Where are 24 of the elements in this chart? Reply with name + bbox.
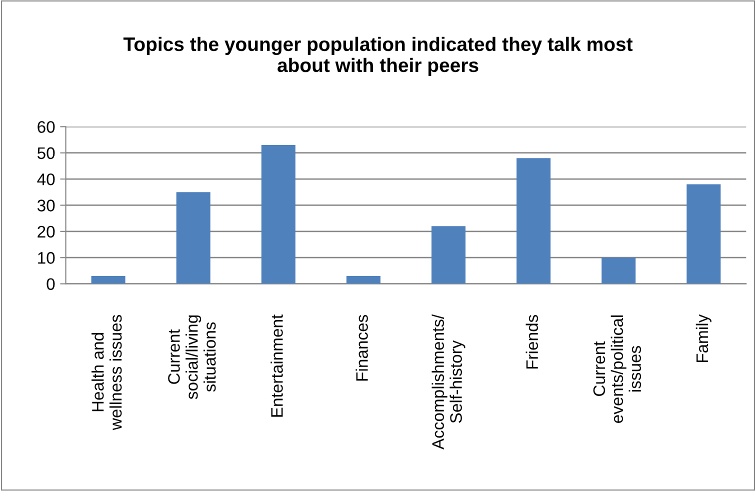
bar xyxy=(261,145,296,284)
y-tick-label: 0 xyxy=(46,278,55,290)
bar xyxy=(516,158,551,284)
y-tick-label: 10 xyxy=(38,252,55,264)
bar xyxy=(176,192,210,284)
bar xyxy=(602,258,636,284)
bar xyxy=(91,276,126,284)
y-tick-label: 50 xyxy=(37,147,55,160)
x-tick-label: Family xyxy=(696,314,712,362)
y-tick-label: 20 xyxy=(38,226,55,238)
x-tick-label: Entertainment xyxy=(270,314,283,417)
x-tick-label: Accomplishments/ Self-history xyxy=(432,314,466,450)
x-tick-label: Friends xyxy=(526,314,538,369)
x-tick-label: Current social/living situations xyxy=(168,315,216,400)
chart-title: Topics the younger population indicated they talk most about with their peers xyxy=(123,36,633,76)
bar xyxy=(346,276,380,284)
bar xyxy=(686,184,721,284)
y-tick-label: 60 xyxy=(38,121,55,133)
x-tick-label: Current events/political issues xyxy=(593,315,642,423)
x-tick-label: Finances xyxy=(356,314,368,381)
y-tick-label: 30 xyxy=(37,200,55,212)
x-tick-label: Health and wellness issues xyxy=(92,314,122,430)
bar xyxy=(431,226,466,284)
y-tick-label: 40 xyxy=(37,173,55,186)
